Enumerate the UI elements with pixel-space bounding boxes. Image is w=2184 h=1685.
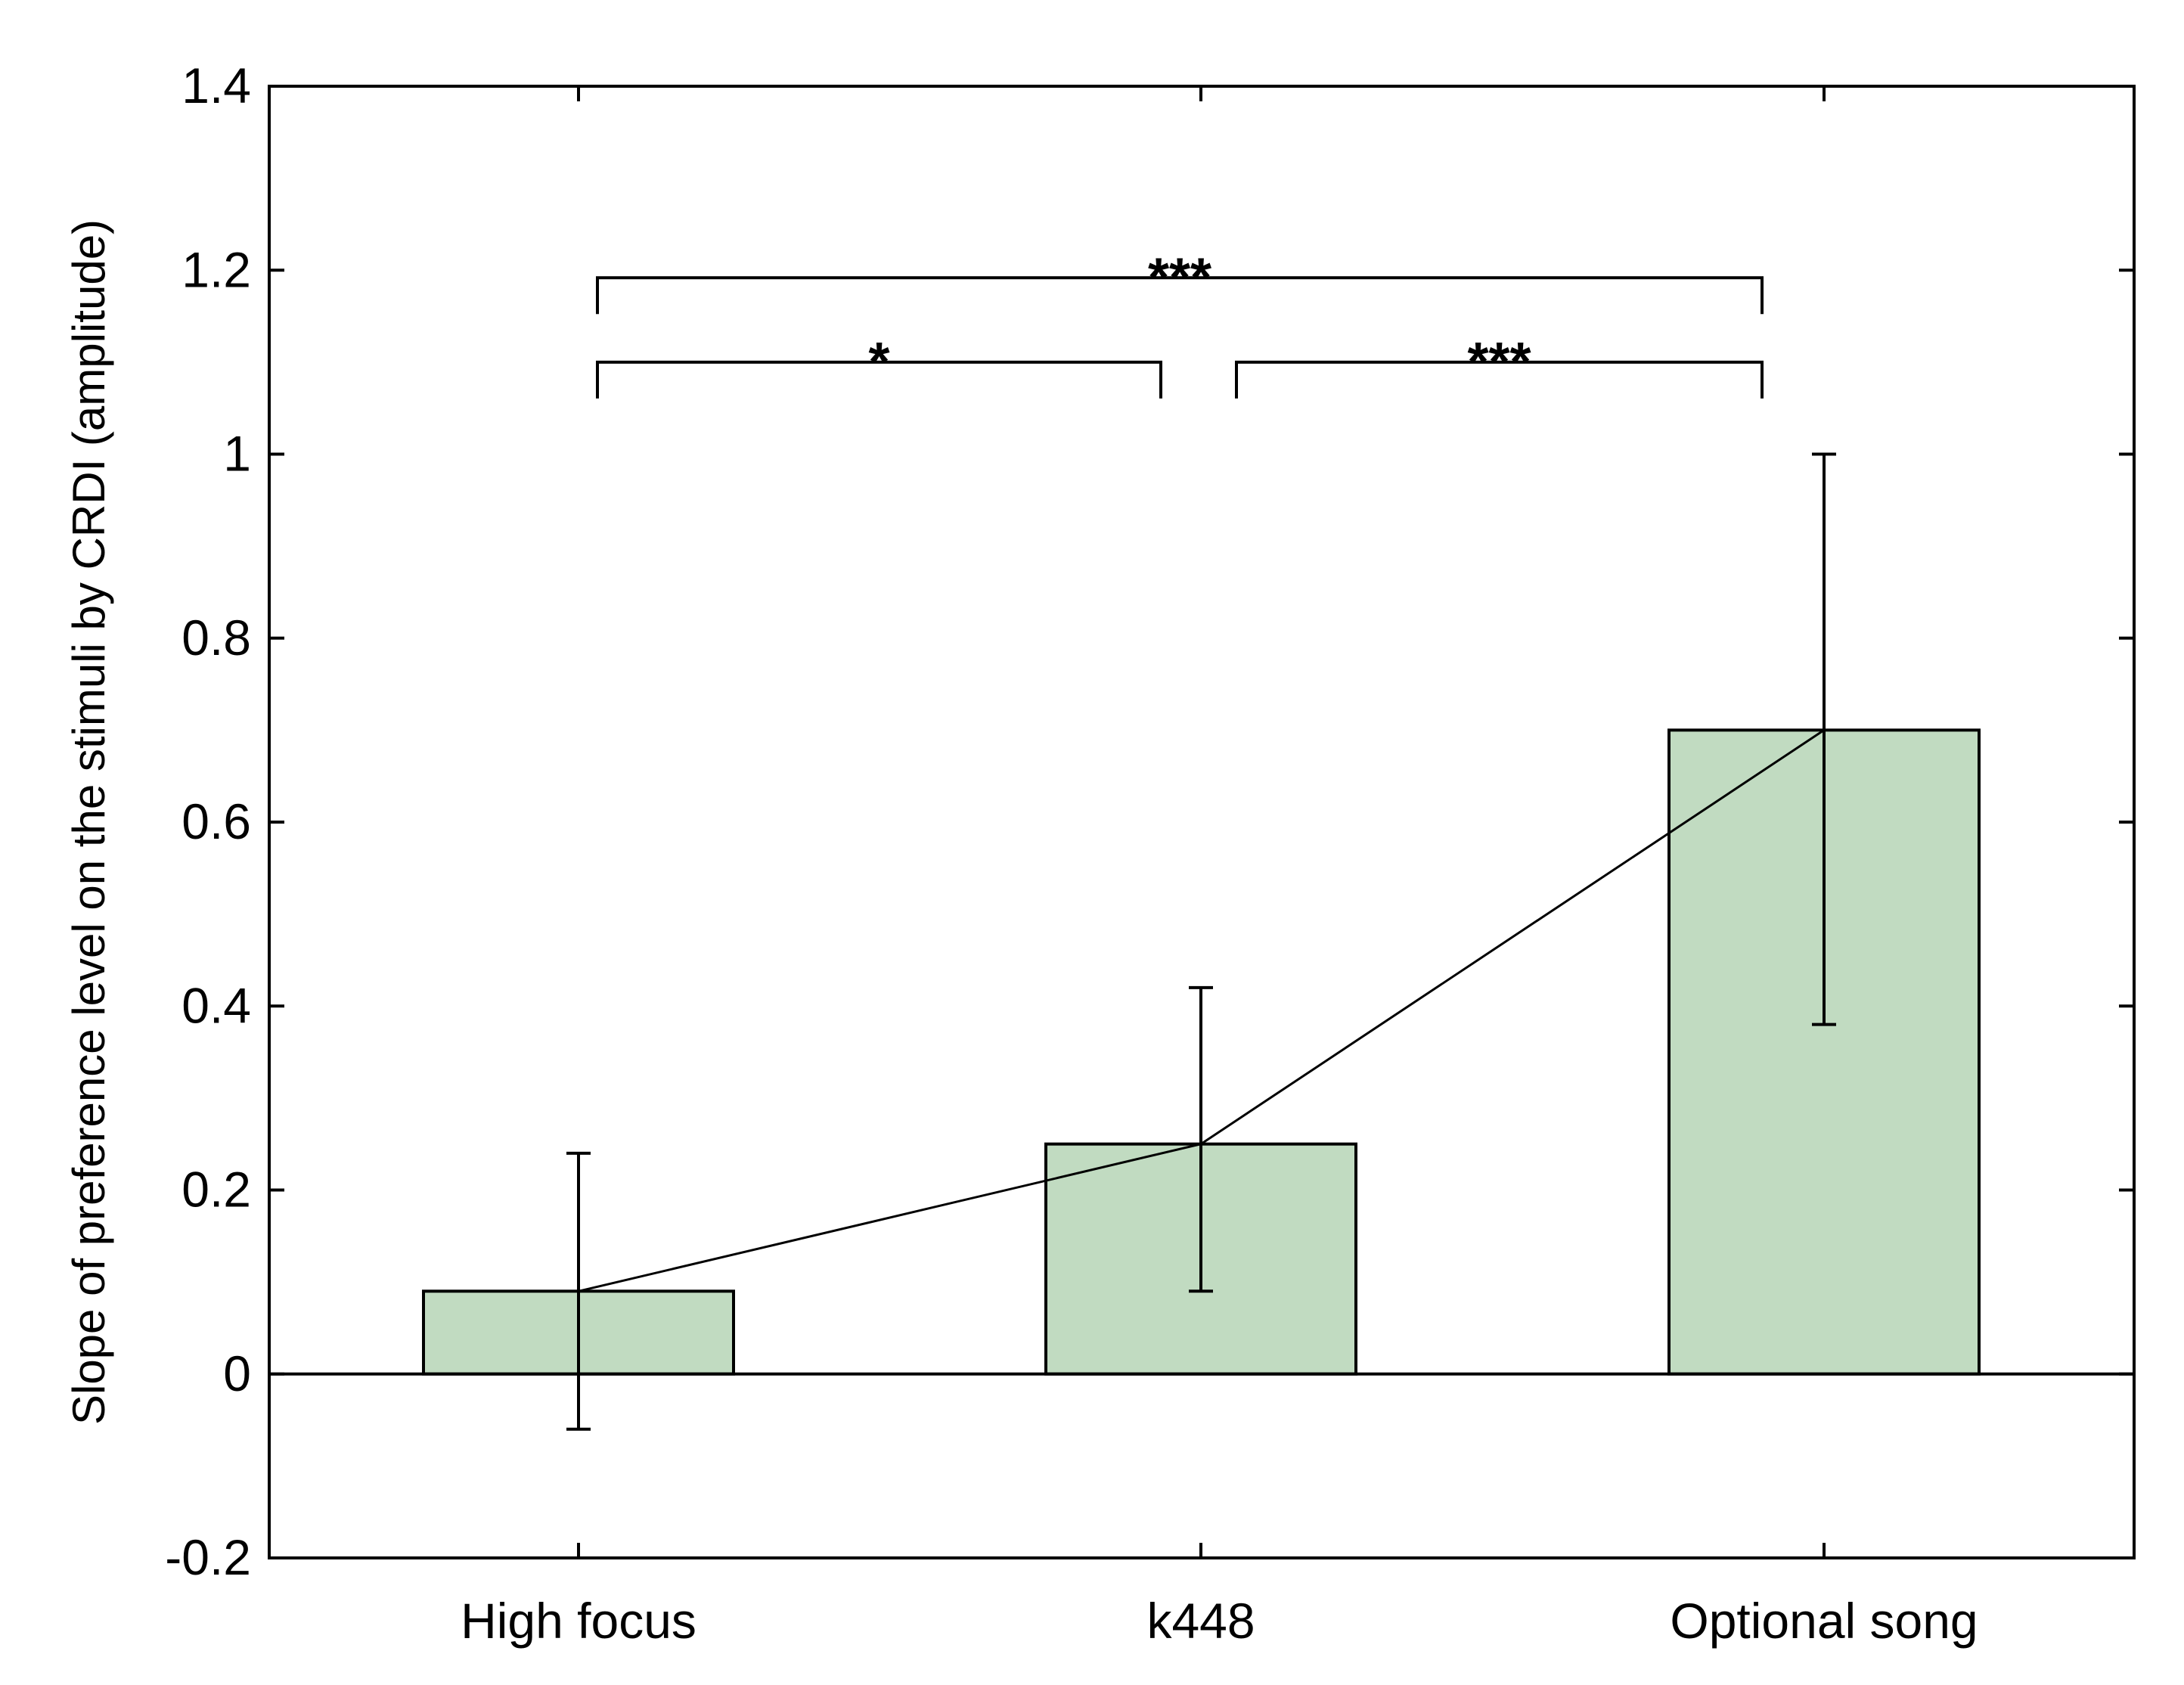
x-tick-label: High focus (461, 1593, 696, 1649)
significance-label: * (868, 332, 889, 393)
y-tick-label: 0.8 (181, 610, 251, 666)
error-bar-high-focus (566, 1151, 591, 1431)
ticks-layer: -0.2 0 0.2 0.4 0.6 0.8 1 1.2 1.4 High focus k448 Op… (165, 57, 2134, 1649)
x-tick-label: Optional song (1670, 1593, 1978, 1649)
significance-label: *** (1467, 332, 1531, 393)
significance-layer: * ****** (596, 247, 1764, 399)
y-tick-label: 0.6 (181, 793, 251, 849)
bracket-line (596, 276, 1764, 315)
significance-bracket-1: *** (1235, 332, 1764, 399)
significance-bracket-2: *** (596, 247, 1764, 315)
error-bar-k448 (1189, 985, 1213, 1293)
y-tick-label: 0.2 (181, 1162, 251, 1218)
significance-label: *** (1148, 247, 1211, 308)
y-tick-label: 1 (223, 426, 251, 482)
significance-bracket-0: * (596, 332, 1162, 399)
y-tick-label: 1.2 (181, 241, 251, 297)
x-tick-label: k448 (1146, 1593, 1255, 1649)
error-bar-optional-song (1812, 452, 1836, 1026)
y-tick-label: 0.4 (181, 977, 251, 1033)
error-bars-layer (566, 452, 1836, 1431)
bracket-line (596, 360, 1162, 399)
y-tick-label: 0 (223, 1345, 251, 1401)
y-tick-label: 1.4 (181, 57, 251, 113)
y-tick-label: -0.2 (165, 1529, 251, 1585)
y-axis-title: Slope of preference level on the stimuli… (64, 219, 114, 1425)
bracket-line (1235, 360, 1764, 399)
